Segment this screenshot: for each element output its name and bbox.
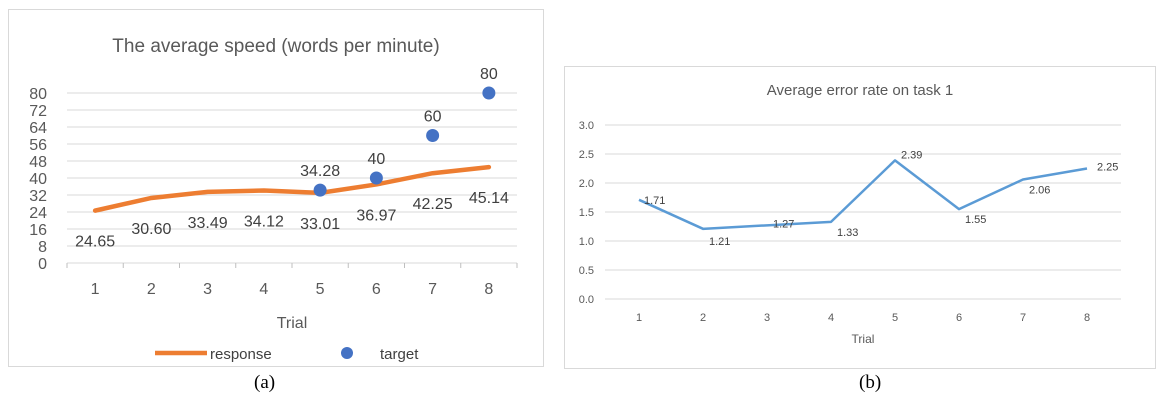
y-tick-label: 56: [29, 137, 47, 154]
y-tick-label: 48: [29, 154, 47, 171]
response-data-label: 24.65: [75, 234, 115, 251]
error-data-label: 1.55: [965, 214, 986, 226]
figure-caption-a: (a): [254, 372, 276, 393]
x-tick-label: 8: [1084, 312, 1090, 324]
chart-title: Average error rate on task 1: [766, 82, 954, 99]
target-point: [482, 86, 496, 100]
y-tick-label: 0.5: [579, 265, 594, 277]
chart-title: The average speed (words per minute): [112, 36, 440, 57]
y-tick-label: 24: [29, 205, 47, 222]
response-data-label: 36.97: [356, 207, 396, 224]
y-tick-label: 0: [38, 256, 47, 273]
target-data-label: 80: [480, 66, 498, 83]
target-data-label: 60: [424, 109, 442, 126]
x-tick-label: 2: [147, 281, 156, 298]
y-tick-label: 16: [29, 222, 47, 239]
response-data-label: 33.01: [300, 216, 340, 233]
error-data-label: 1.33: [837, 227, 858, 239]
target-data-label: 40: [367, 151, 385, 168]
target-point: [313, 183, 327, 197]
y-tick-label: 40: [29, 171, 47, 188]
y-tick-label: 1.0: [579, 236, 594, 248]
x-tick-label: 1: [91, 281, 100, 298]
response-data-label: 33.49: [188, 215, 228, 232]
figure-caption-b: (b): [859, 372, 882, 393]
y-tick-label: 72: [29, 103, 47, 120]
error-chart-plot: 0.0 0.5 1.0 1.5 2.0 2.5 3.0 1 2 3 4 5 6 7 8 Trial 1.71 1.…: [579, 120, 1121, 346]
y-tick-label: 64: [29, 120, 47, 137]
y-tick-label: 3.0: [579, 120, 594, 132]
x-tick-label: 5: [892, 312, 898, 324]
error-data-label: 2.25: [1097, 162, 1118, 174]
x-tick-label: 4: [828, 312, 834, 324]
x-tick-label: 6: [956, 312, 962, 324]
error-data-label: 1.27: [773, 218, 794, 230]
error-data-label: 2.06: [1029, 185, 1050, 197]
x-tick-label: 3: [203, 281, 212, 298]
y-tick-label: 32: [29, 188, 47, 205]
y-tick-label: 2.5: [579, 149, 594, 161]
x-tick-label: 3: [764, 312, 770, 324]
error-data-label: 1.21: [709, 236, 730, 248]
response-data-label: 45.14: [469, 190, 509, 207]
error-chart-panel: Average error rate on task 1 0.0 0.5 1.0 1.…: [564, 66, 1156, 369]
x-tick-label: 1: [636, 312, 642, 324]
x-tick-label: 7: [1020, 312, 1026, 324]
x-axis-label: Trial: [852, 332, 875, 346]
legend-target-label: target: [380, 346, 419, 363]
x-axis-label: Trial: [277, 315, 308, 332]
response-series-line: [92, 164, 492, 213]
y-tick-label: 2.0: [579, 178, 594, 190]
x-tick-label: 6: [372, 281, 381, 298]
response-data-label: 34.12: [244, 213, 284, 230]
response-data-label: 42.25: [413, 196, 453, 213]
x-tick-label: 5: [316, 281, 325, 298]
legend-response-label: response: [210, 346, 272, 363]
y-tick-label: 8: [38, 239, 47, 256]
x-tick-label: 4: [259, 281, 268, 298]
y-tick-label: 0.0: [579, 294, 594, 306]
y-tick-label: 80: [29, 86, 47, 103]
y-tick-label: 1.5: [579, 207, 594, 219]
error-data-label: 1.71: [644, 195, 665, 207]
x-tick-label: 7: [428, 281, 437, 298]
error-series-line: [638, 159, 1088, 231]
response-data-label: 30.60: [131, 221, 171, 238]
target-point: [369, 171, 383, 185]
target-data-label: 34.28: [300, 163, 340, 180]
error-data-label: 2.39: [901, 149, 922, 161]
x-tick-label: 8: [484, 281, 493, 298]
x-tick-label: 2: [700, 312, 706, 324]
legend-target-swatch: [341, 347, 353, 359]
target-point: [426, 129, 440, 142]
